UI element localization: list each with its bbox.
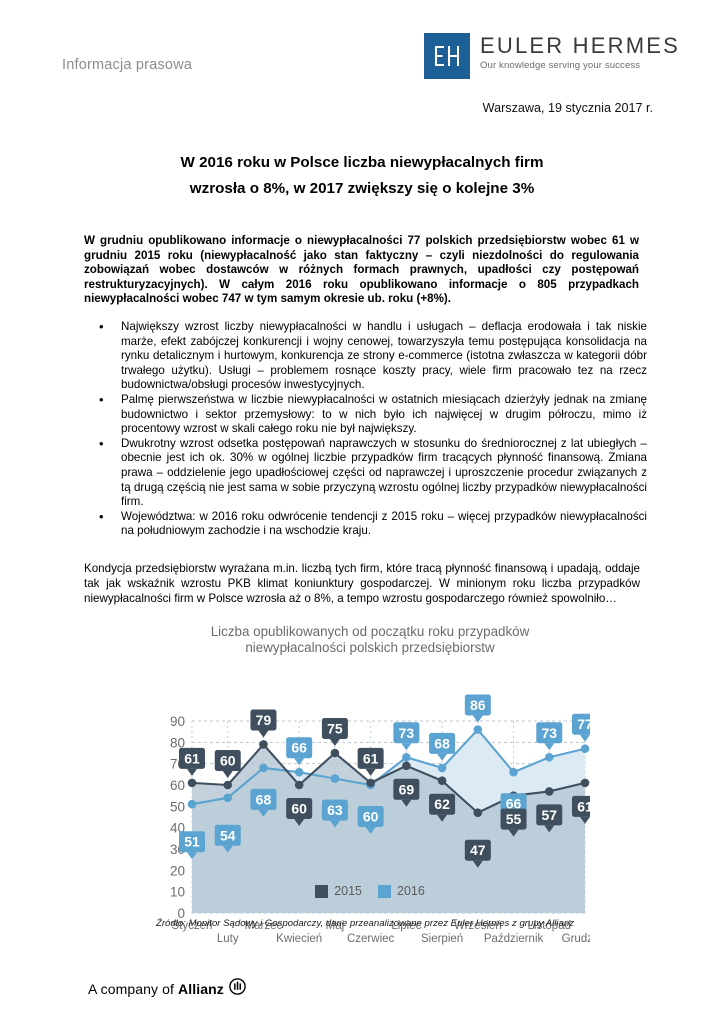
list-item-text: Województwa: w 2016 roku odwrócenie tend…	[121, 509, 647, 538]
bullet-marker-icon: •	[99, 508, 104, 524]
list-item: • Największy wzrost liczby niewypłacalno…	[95, 319, 647, 393]
list-item-text: Palmę pierwszeństwa w liczbie niewypłaca…	[121, 392, 647, 436]
svg-text:Czerwiec: Czerwiec	[347, 933, 395, 945]
page-header: Informacja prasowa EULER HERMES Our know	[0, 0, 725, 115]
svg-text:Wrzesień: Wrzesień	[454, 920, 502, 932]
legend-item-2015: 2015	[315, 884, 362, 898]
logo-tagline: Our knowledge serving your success	[480, 60, 641, 72]
list-item: • Dwukrotny wzrost odsetka postępowań na…	[95, 435, 647, 510]
svg-text:68: 68	[256, 791, 272, 807]
svg-text:66: 66	[506, 796, 522, 812]
svg-text:51: 51	[184, 834, 200, 850]
list-item: • Województwa: w 2016 roku odwrócenie te…	[95, 508, 647, 539]
svg-text:61: 61	[184, 750, 200, 766]
chart-title-line-2: niewypłacalności polskich przedsiębiorst…	[245, 640, 495, 655]
list-item-text: Największy wzrost liczby niewypłacalnośc…	[121, 320, 647, 392]
footer-brand: Allianz	[178, 981, 224, 997]
footer-prefix: A company of	[88, 981, 179, 997]
svg-text:61: 61	[577, 798, 590, 814]
page-title-line-2: wzrosła o 8%, w 2017 zwiększy się o kole…	[189, 180, 535, 197]
svg-text:55: 55	[506, 811, 522, 827]
svg-text:63: 63	[327, 802, 343, 818]
chart-legend: 2015 2016	[150, 884, 590, 898]
svg-text:0: 0	[177, 906, 185, 921]
svg-text:Grudzień: Grudzień	[562, 933, 590, 945]
svg-text:60: 60	[220, 753, 236, 769]
press-release-label: Informacja prasowa	[62, 57, 193, 73]
svg-text:66: 66	[291, 740, 307, 756]
euler-hermes-logo: EULER HERMES Our knowledge serving your …	[424, 33, 680, 79]
page-title-line-1: W 2016 roku w Polsce liczba niewypłacaln…	[180, 154, 544, 171]
chart-title-line-1: Liczba opublikowanych od początku roku p…	[210, 624, 530, 639]
allianz-footer-text: A company of Allianz	[88, 981, 224, 997]
bullet-marker-icon: •	[99, 391, 104, 407]
legend-label-2016: 2016	[397, 884, 425, 898]
svg-text:Maj: Maj	[326, 920, 345, 932]
closing-paragraph: Kondycja przedsiębiorstw wyrażana m.in. …	[84, 562, 640, 605]
svg-text:20: 20	[170, 863, 185, 878]
svg-text:75: 75	[327, 721, 343, 737]
svg-text:69: 69	[399, 781, 415, 797]
svg-text:57: 57	[541, 807, 557, 823]
svg-text:80: 80	[170, 735, 185, 750]
svg-text:Luty: Luty	[217, 933, 239, 945]
svg-text:60: 60	[363, 809, 379, 825]
svg-text:50: 50	[170, 799, 185, 814]
list-item-text: Dwukrotny wzrost odsetka postępowań napr…	[121, 436, 647, 509]
legend-item-2016: 2016	[378, 884, 425, 898]
svg-text:Kwiecień: Kwiecień	[276, 933, 322, 945]
page-title: W 2016 roku w Polsce liczba niewypłacaln…	[62, 150, 662, 202]
svg-text:Styczeń: Styczeń	[172, 920, 213, 932]
list-item: • Palmę pierwszeństwa w liczbie niewypła…	[95, 391, 647, 437]
allianz-logo-icon	[229, 978, 246, 1000]
svg-text:73: 73	[399, 725, 415, 741]
chart-title: Liczba opublikowanych od początku roku p…	[150, 622, 590, 656]
svg-text:54: 54	[220, 827, 236, 843]
legend-label-2015: 2015	[334, 884, 362, 898]
svg-text:79: 79	[256, 712, 272, 728]
legend-swatch-2016-icon	[378, 884, 391, 898]
svg-text:86: 86	[470, 697, 486, 713]
legend-swatch-2015-icon	[315, 884, 329, 898]
svg-text:62: 62	[434, 796, 450, 812]
chart-source-note: Źródło: Monitor Sądowy i Gospodarczy, da…	[155, 918, 575, 929]
svg-text:47: 47	[470, 842, 486, 858]
svg-text:73: 73	[541, 725, 557, 741]
svg-text:90: 90	[170, 714, 185, 729]
page-footer: A company of Allianz	[88, 978, 246, 1000]
insolvency-line-chart: Liczba opublikowanych od początku roku p…	[150, 622, 590, 945]
chart-plot-area: 0 10 20 30 40 50 60 70 80 90 51 54 68 66 63 60 73 68 86 66 7…	[150, 663, 590, 945]
lead-paragraph: W grudniu opublikowano informacje o niew…	[84, 234, 639, 306]
bullet-marker-icon: •	[99, 435, 104, 451]
svg-text:68: 68	[434, 735, 450, 751]
svg-text:10: 10	[170, 885, 185, 900]
svg-text:60: 60	[170, 778, 185, 793]
svg-text:Sierpień: Sierpień	[421, 933, 463, 945]
bullet-marker-icon: •	[99, 319, 104, 334]
logo-wordmark: EULER HERMES	[480, 33, 680, 58]
euler-hermes-monogram-icon	[424, 33, 470, 79]
svg-text:77: 77	[577, 716, 590, 732]
city-and-date: Warszawa, 19 stycznia 2017 r.	[482, 101, 653, 115]
svg-text:61: 61	[363, 750, 379, 766]
svg-text:Październik: Październik	[484, 933, 544, 945]
svg-text:Marzec: Marzec	[245, 920, 283, 932]
bullet-list: • Największy wzrost liczby niewypłacalno…	[95, 319, 647, 539]
svg-text:Listopad: Listopad	[528, 920, 571, 932]
svg-text:60: 60	[291, 801, 307, 817]
svg-text:Lipiec: Lipiec	[391, 920, 421, 932]
